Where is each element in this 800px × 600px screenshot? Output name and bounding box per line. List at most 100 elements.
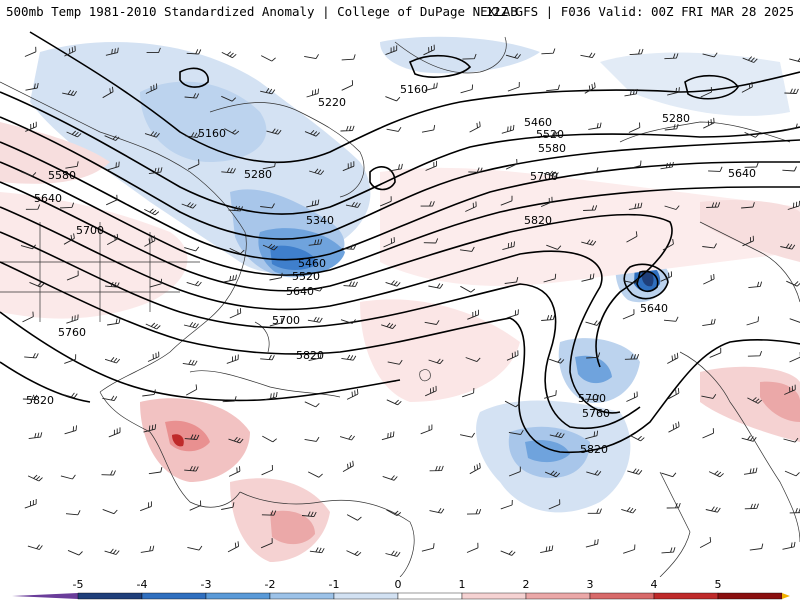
wind-barb-icon bbox=[389, 163, 403, 172]
colorbar-segment bbox=[461, 592, 527, 600]
wind-barb-icon bbox=[467, 309, 479, 320]
wind-barb-icon bbox=[260, 55, 276, 62]
wind-barb-icon bbox=[184, 93, 200, 99]
wind-barb-icon bbox=[501, 124, 515, 134]
wind-barb-icon bbox=[229, 247, 245, 255]
contour-label: 5220 bbox=[318, 96, 346, 109]
wind-barb-icon bbox=[27, 474, 43, 482]
wind-barb-icon bbox=[784, 470, 800, 477]
wind-barb-icon bbox=[228, 436, 244, 444]
wind-barb-icon bbox=[462, 53, 477, 60]
wind-barb-icon bbox=[784, 384, 796, 395]
wind-barb-icon bbox=[780, 243, 796, 250]
wind-barb-icon bbox=[705, 506, 721, 513]
wind-barb-icon bbox=[339, 434, 355, 441]
wind-barb-icon bbox=[660, 271, 673, 282]
wind-barb-icon bbox=[462, 387, 475, 398]
colorbar-tick-label: -1 bbox=[329, 578, 340, 591]
wind-barb-icon bbox=[500, 195, 513, 206]
colorbar-segment bbox=[782, 593, 790, 599]
wind-barb-icon bbox=[786, 280, 800, 287]
wind-barb-icon bbox=[586, 352, 601, 359]
wind-barb-icon bbox=[428, 283, 444, 289]
wind-barb-icon bbox=[226, 354, 239, 364]
contour-label: 5340 bbox=[306, 214, 334, 227]
wind-barb-icon bbox=[460, 432, 475, 438]
wind-barb-icon bbox=[149, 278, 163, 288]
wind-barb-icon bbox=[105, 47, 119, 56]
wind-barb-icon bbox=[182, 359, 198, 366]
wind-barb-icon bbox=[379, 196, 392, 207]
wind-barb-icon bbox=[546, 244, 562, 250]
wind-barb-icon bbox=[145, 322, 161, 330]
wind-barb-icon bbox=[146, 47, 161, 54]
wind-barb-icon bbox=[504, 276, 519, 284]
wind-barb-icon bbox=[62, 392, 78, 399]
wind-barb-icon bbox=[28, 432, 43, 440]
wind-barb-icon bbox=[587, 508, 602, 514]
contour-label: 5820 bbox=[26, 394, 54, 407]
wind-barb-icon bbox=[423, 238, 439, 244]
wind-barb-icon bbox=[425, 160, 438, 171]
wind-barb-icon bbox=[502, 241, 515, 251]
contour-label: 5820 bbox=[580, 443, 608, 456]
wind-barb-icon bbox=[423, 44, 435, 56]
wind-barb-icon bbox=[584, 167, 599, 174]
wind-barb-icon bbox=[702, 318, 716, 327]
wind-barb-icon bbox=[307, 471, 323, 478]
colorbar-segment bbox=[12, 593, 78, 599]
wind-barb-icon bbox=[64, 425, 77, 435]
wind-barb-icon bbox=[626, 231, 638, 243]
wind-barb-icon bbox=[304, 401, 320, 408]
contour-labels: 5160 5160 5220 5280 5280 5340 5460 5520 … bbox=[26, 83, 756, 456]
wind-barb-icon bbox=[221, 95, 237, 102]
colorbar-tick-label: -3 bbox=[201, 578, 212, 591]
wind-barb-icon bbox=[186, 49, 202, 55]
wind-barb-icon bbox=[340, 319, 356, 324]
wind-barb-icon bbox=[341, 354, 357, 361]
wind-barb-icon bbox=[346, 389, 359, 400]
wind-barb-icon bbox=[702, 243, 717, 249]
wind-barb-icon bbox=[189, 500, 202, 511]
wind-barb-icon bbox=[24, 46, 37, 57]
wind-barb-icon bbox=[627, 468, 643, 475]
anomaly-shading bbox=[0, 36, 800, 562]
wind-barb-icon bbox=[260, 354, 275, 361]
contour-label: 5160 bbox=[198, 127, 226, 140]
wind-barb-icon bbox=[782, 166, 797, 172]
wind-barb-icon bbox=[387, 359, 403, 365]
wind-barb-icon bbox=[304, 129, 320, 137]
contour-label: 5460 bbox=[524, 116, 552, 129]
contour-label: 5580 bbox=[538, 142, 566, 155]
colorbar-tick-label: -5 bbox=[73, 578, 84, 591]
wind-barb-icon bbox=[67, 549, 83, 556]
wind-barb-icon bbox=[622, 309, 635, 320]
colorbar-segment bbox=[653, 592, 719, 600]
colorbar-tick-label: 0 bbox=[395, 578, 402, 591]
wind-barb-icon bbox=[667, 352, 679, 364]
wind-barb-icon bbox=[629, 48, 644, 56]
wind-barb-icon bbox=[228, 205, 244, 212]
wind-barb-icon bbox=[143, 424, 157, 433]
wind-barb-icon bbox=[701, 393, 717, 399]
wind-barb-icon bbox=[586, 470, 602, 476]
wind-barb-icon bbox=[184, 434, 200, 440]
anomaly-map: 5160 5160 5220 5280 5280 5340 5460 5520 … bbox=[0, 22, 800, 577]
wind-barb-icon bbox=[144, 131, 160, 138]
model-run-info: 12Z GFS | F036 Valid: 00Z FRI MAR 28 202… bbox=[485, 4, 794, 19]
wind-barb-icon bbox=[741, 202, 755, 209]
wind-barb-icon bbox=[221, 167, 236, 174]
wind-barb-icon bbox=[66, 270, 79, 281]
wind-barb-icon bbox=[783, 123, 798, 131]
wind-barb-icon bbox=[748, 281, 763, 289]
wind-barb-icon bbox=[508, 466, 521, 477]
wind-barb-icon bbox=[584, 82, 596, 94]
wind-barb-icon bbox=[187, 545, 203, 551]
colorbar-segment bbox=[205, 592, 271, 600]
wind-barb-icon bbox=[541, 314, 556, 321]
wind-barb-icon bbox=[142, 389, 156, 397]
wind-barb-icon bbox=[147, 351, 160, 362]
colorbar-tick-label: -4 bbox=[137, 578, 148, 591]
wind-barb-icon bbox=[708, 470, 724, 478]
